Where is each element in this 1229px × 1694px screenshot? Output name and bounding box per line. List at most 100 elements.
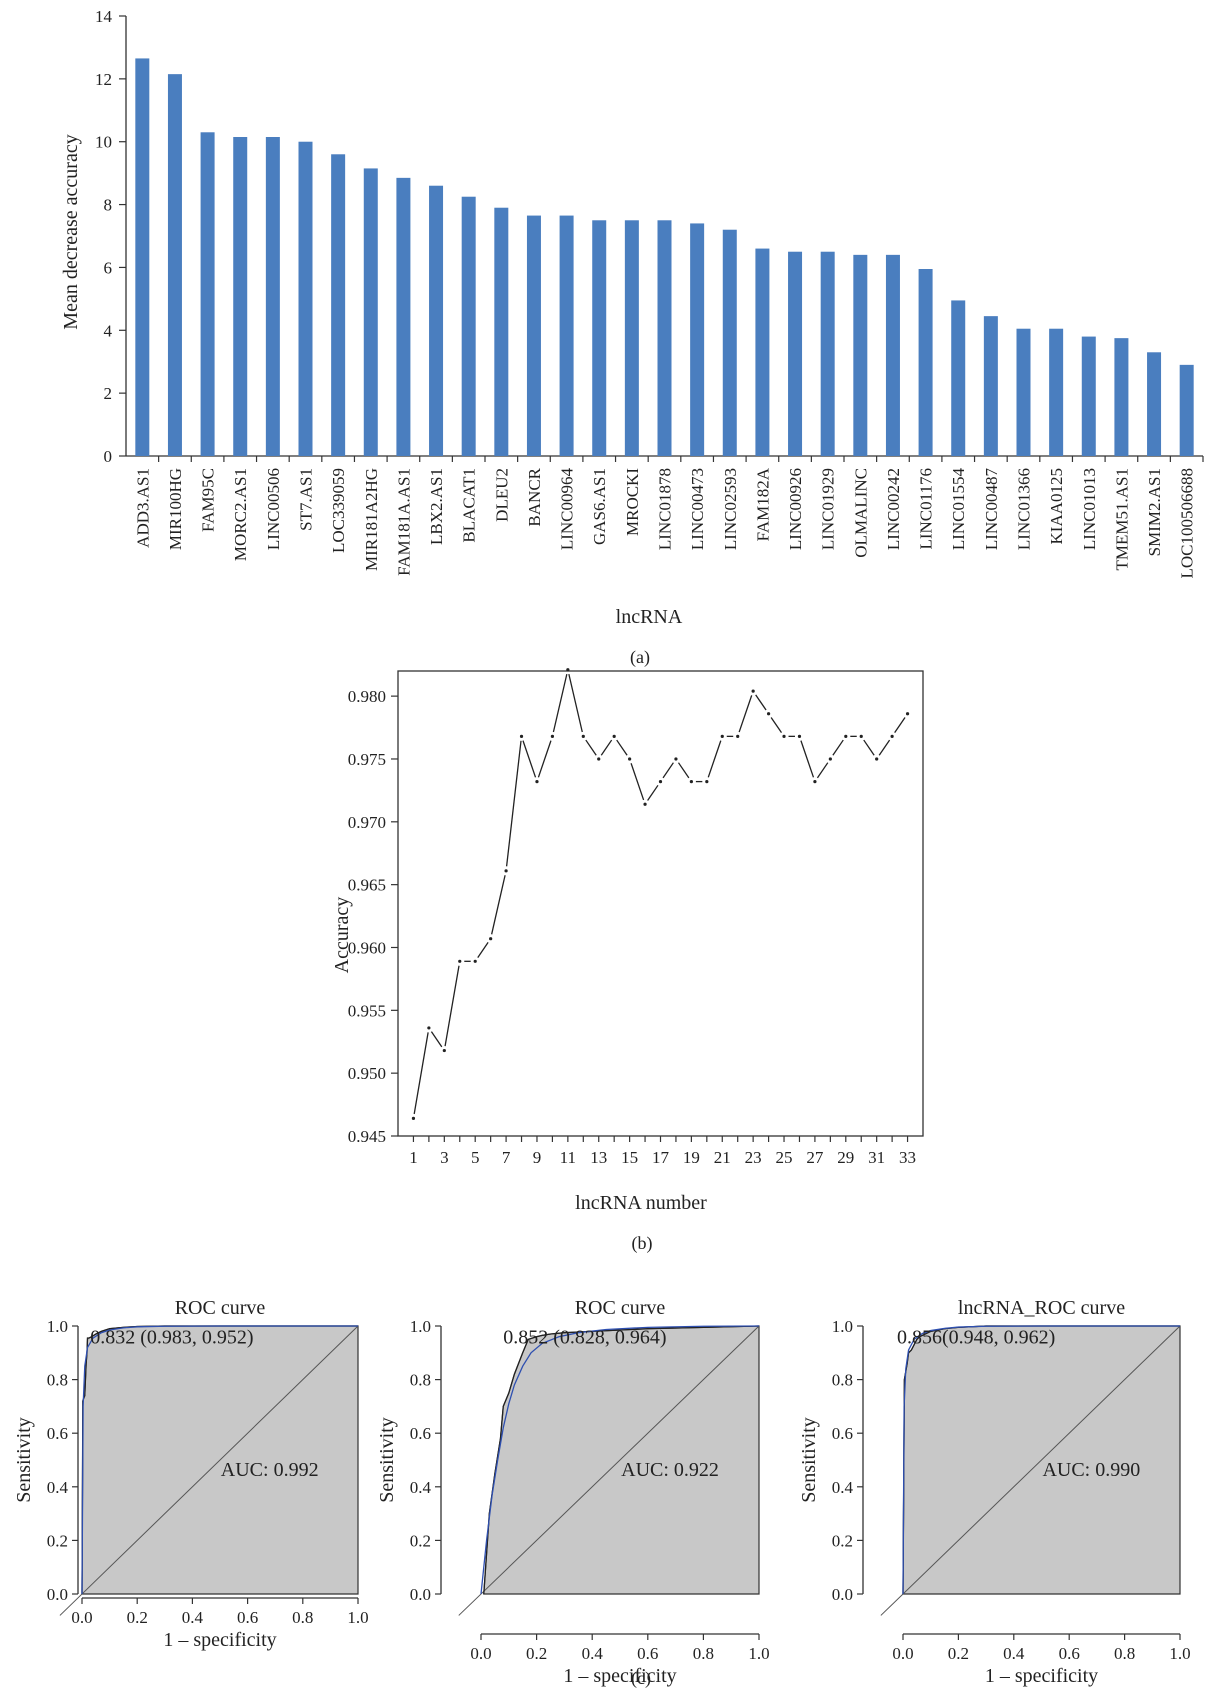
roc-plot-3: 0.0 0.0 0.2 0.2 0.4 0.4 0.6 0.6 0.8 0.8 1.0 1.0 lncR… — [798, 1297, 1191, 1687]
bar — [983, 316, 998, 456]
accuracy-point — [597, 757, 601, 761]
accuracy-line-segment — [863, 739, 875, 756]
accuracy-point — [411, 1116, 416, 1121]
bar — [559, 215, 574, 456]
bar — [429, 185, 444, 456]
accuracy-point — [581, 734, 585, 738]
x-category-label: LINC02593 — [721, 468, 740, 550]
bar — [624, 220, 639, 456]
accuracy-point — [442, 1048, 446, 1053]
panel-a-ylabel: Mean decrease accuracy — [60, 134, 82, 329]
accuracy-line-segment — [444, 965, 460, 1047]
roc-xlabel: 1 – specificity — [985, 1665, 1098, 1687]
x-category-label: MIR100HG — [166, 468, 185, 550]
x-category-label: BANCR — [525, 467, 544, 526]
accuracy-point — [458, 959, 462, 963]
x-category-label: ST7.AS1 — [297, 468, 316, 531]
x-tick-label: 31 — [868, 1148, 885, 1167]
panel-c-label: (c) — [631, 1668, 651, 1689]
y-tick-label: 0.975 — [348, 750, 386, 769]
y-tick-label: 0 — [104, 447, 113, 466]
accuracy-line-segment — [878, 739, 891, 756]
x-category-label: LINC00487 — [982, 468, 1001, 551]
x-category-label: FAM181A.AS1 — [394, 468, 413, 576]
roc-smooth-curve — [902, 1325, 1180, 1595]
accuracy-line-segment — [430, 1031, 443, 1048]
roc-title: ROC curve — [175, 1297, 266, 1319]
accuracy-point — [751, 689, 755, 693]
panel-b-xlabel: lncRNA number — [575, 1192, 707, 1214]
accuracy-point — [612, 734, 616, 738]
accuracy-line-segment — [413, 1032, 429, 1115]
accuracy-point — [473, 959, 477, 963]
y-tick-label: 0.0 — [47, 1585, 68, 1604]
roc-diagonal — [880, 1325, 1181, 1616]
accuracy-point — [782, 734, 786, 738]
roc-threshold-label: 0.852 (0.828, 0.964) — [503, 1326, 666, 1348]
x-category-label: GAS6.AS1 — [590, 468, 609, 545]
x-category-label: DLEU2 — [492, 468, 511, 522]
accuracy-point — [566, 668, 570, 672]
roc-plot-2: 0.0 0.0 0.2 0.2 0.4 0.4 0.6 0.6 0.8 0.8 1.0 1.0 ROC … — [376, 1297, 770, 1687]
bar — [1016, 328, 1031, 456]
x-tick-label: 0.4 — [182, 1608, 204, 1627]
y-tick-label: 0.2 — [47, 1531, 68, 1550]
roc-auc-label: AUC: 0.990 — [1042, 1459, 1140, 1481]
x-category-label: LINC00506 — [264, 468, 283, 550]
x-tick-label: 0.0 — [71, 1608, 92, 1627]
roc-smooth-curve — [480, 1325, 760, 1595]
y-tick-label: 10 — [95, 133, 112, 152]
x-tick-label: 7 — [502, 1148, 511, 1167]
bar — [1179, 364, 1194, 456]
x-tick-label: 0.4 — [1003, 1644, 1025, 1663]
accuracy-point — [519, 734, 524, 738]
accuracy-point — [736, 734, 740, 738]
bar — [755, 248, 770, 456]
x-category-label: LINC01554 — [949, 468, 968, 551]
accuracy-line-segment — [522, 740, 537, 778]
bar — [265, 137, 280, 456]
accuracy-line-segment — [647, 784, 659, 801]
accuracy-point — [859, 734, 863, 738]
bar — [1147, 352, 1162, 456]
x-category-label: LINC01366 — [1015, 468, 1034, 550]
accuracy-line-segment — [585, 739, 597, 756]
bar — [657, 220, 672, 456]
roc-auc-label: AUC: 0.922 — [621, 1459, 719, 1481]
bar — [200, 132, 215, 457]
x-category-label: OLMALINC — [851, 468, 870, 558]
y-tick-label: 0.2 — [410, 1531, 431, 1550]
roc-xlabel: 1 – specificity — [163, 1629, 276, 1651]
x-tick-label: 13 — [590, 1148, 607, 1167]
roc-auc-label: AUC: 0.992 — [221, 1459, 319, 1481]
bar — [918, 269, 933, 456]
roc-plot-1: 0.00.0 0.2 0.2 0.4 0.4 0.6 0.6 0.8 0.8 1.0 1.0 ROC … — [13, 1297, 369, 1651]
accuracy-line-segment — [800, 740, 815, 778]
accuracy-line-segment — [770, 717, 783, 734]
panel-a-xlabel: lncRNA — [616, 606, 683, 628]
y-tick-label: 0.4 — [832, 1478, 854, 1497]
y-tick-label: 0.8 — [47, 1371, 68, 1390]
y-tick-label: 0.970 — [348, 813, 386, 832]
y-tick-label: 1.0 — [47, 1317, 68, 1336]
y-tick-label: 0.4 — [47, 1478, 69, 1497]
accuracy-point — [427, 1026, 431, 1030]
accuracy-line-segment — [662, 762, 674, 779]
x-tick-label: 0.6 — [637, 1644, 658, 1663]
roc-diagonal — [59, 1325, 359, 1616]
bar — [494, 207, 509, 456]
accuracy-point — [797, 734, 802, 738]
accuracy-point — [828, 757, 832, 761]
x-tick-label: 0.8 — [1114, 1644, 1135, 1663]
line-chart-panel-b: 0.945 0.950 0.955 0.960 0.965 0.970 0.975 0.980… — [331, 668, 924, 1254]
bar — [1049, 328, 1064, 456]
accuracy-point — [674, 757, 678, 761]
x-tick-label: 19 — [683, 1148, 700, 1167]
accuracy-point — [813, 779, 817, 784]
y-tick-label: 0.945 — [348, 1127, 386, 1146]
plot-frame — [397, 670, 924, 1137]
accuracy-line-segment — [755, 694, 767, 711]
accuracy-line-segment — [600, 739, 613, 756]
x-category-label: ADD3.AS1 — [133, 468, 152, 548]
